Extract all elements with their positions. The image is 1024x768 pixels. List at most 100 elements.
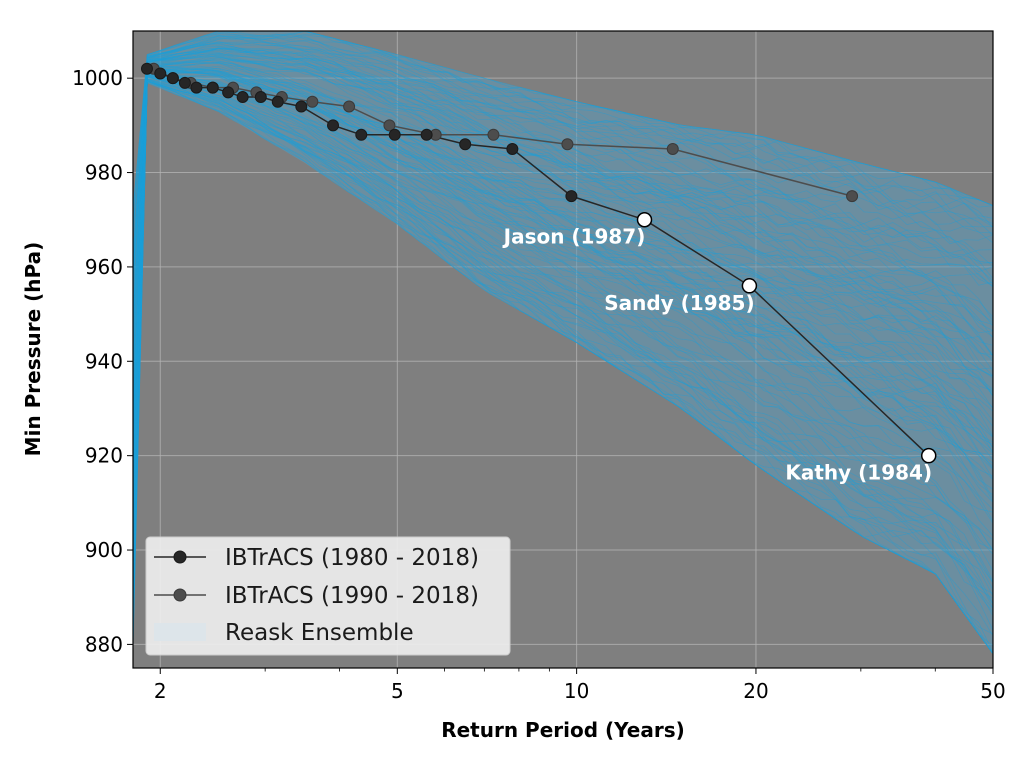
y-tick-label: 920 <box>85 444 123 468</box>
legend-label-1980: IBTrACS (1980 - 2018) <box>225 545 479 571</box>
ensemble-member-line <box>133 53 993 355</box>
series-1980-point <box>420 128 433 141</box>
ensemble-member-line <box>133 69 993 455</box>
ensemble-member-line <box>133 47 993 291</box>
series-1980-point <box>236 91 249 104</box>
ensemble-member-line <box>133 41 993 318</box>
highlighted-storm-point <box>636 211 653 228</box>
ensemble-band <box>146 31 993 654</box>
ensemble-member-line <box>133 77 993 572</box>
ensemble-member-line <box>133 76 993 605</box>
ensemble-member-line <box>133 62 993 410</box>
ensemble-member-line <box>133 68 993 449</box>
ensemble-member-line <box>133 45 993 268</box>
ensemble-member-line <box>133 74 993 531</box>
ensemble-member-line <box>133 81 993 634</box>
ensemble-member-line <box>133 44 993 285</box>
plot-frame <box>132 30 994 669</box>
series-1980-point <box>565 190 578 203</box>
ensemble-member-line <box>133 75 993 555</box>
series-1990-point <box>383 119 396 132</box>
y-tick-label: 940 <box>85 349 123 373</box>
legend-swatch-ensemble <box>154 623 206 641</box>
ensemble-member-line <box>133 75 993 597</box>
ensemble-member-line <box>133 69 993 450</box>
ensemble-member-line <box>133 31 993 211</box>
ensemble-member-line <box>133 59 993 388</box>
ensemble-member-line <box>133 71 993 482</box>
ensemble-member-line <box>133 76 993 559</box>
ensemble-member-line <box>133 35 993 282</box>
ensemble-member-line <box>133 79 993 631</box>
axis-ticks: 2 5 10 20 50 880 900 920 940 960 980 1000 <box>72 66 1006 703</box>
ensemble-member-line <box>133 68 993 467</box>
series-1980-point <box>206 81 219 94</box>
series-1980-point <box>271 95 284 108</box>
ensemble-member-line <box>133 74 993 543</box>
series-1980-point <box>222 86 235 99</box>
ensemble-member-line <box>133 56 993 353</box>
ensemble-member-line <box>133 60 993 391</box>
ensemble-member-line <box>133 67 993 461</box>
ensemble-member-line <box>133 61 993 347</box>
x-axis-title: Return Period (Years) <box>441 718 685 742</box>
ensemble-member-line <box>133 74 993 531</box>
ensemble-member-line <box>133 55 993 340</box>
legend-marker-1990 <box>173 588 187 602</box>
ensemble-member-line <box>133 55 993 357</box>
ensemble-member-line <box>133 62 993 366</box>
ensemble-member-line <box>133 80 993 635</box>
ensemble-envelope <box>146 31 993 654</box>
series-1980-point <box>295 100 308 113</box>
ensemble-member-line <box>133 47 993 356</box>
ensemble-member-line <box>133 72 993 537</box>
ensemble-member-line <box>133 41 993 281</box>
series-1990-point <box>561 138 574 151</box>
y-tick-label: 980 <box>85 161 123 185</box>
ensemble-member-line <box>133 54 993 366</box>
storm-annotation: Kathy (1984) <box>785 461 932 485</box>
ensemble-member-line <box>133 72 993 504</box>
ensemble-member-line <box>133 71 993 496</box>
series-1980-point <box>388 128 401 141</box>
series-1990-point <box>487 128 500 141</box>
ensemble-member-line <box>133 34 993 256</box>
series-1980-point <box>140 62 153 75</box>
ensemble-member-line <box>133 53 993 356</box>
ensemble-member-line <box>133 69 993 439</box>
ensemble-member-line <box>133 78 993 616</box>
ensemble-member-line <box>133 76 993 543</box>
ensemble-member-line <box>133 80 993 613</box>
ensemble-member-line <box>133 70 993 468</box>
x-tick-label: 50 <box>980 679 1005 703</box>
ensemble-member-line <box>133 34 993 225</box>
series-markers <box>140 62 937 464</box>
storm-annotation: Jason (1987) <box>502 225 646 249</box>
y-tick-label: 960 <box>85 255 123 279</box>
ensemble-member-line <box>133 79 993 605</box>
ensemble-member-line <box>133 80 993 610</box>
ensemble-member-line <box>133 66 993 454</box>
series-1990-point <box>306 95 319 108</box>
series-1980-point <box>459 138 472 151</box>
ensemble-member-line <box>133 72 993 541</box>
ensemble-member-line <box>133 33 993 264</box>
series-1980-point <box>178 76 191 89</box>
ensemble-member-line <box>133 68 993 438</box>
ensemble-member-line <box>133 48 993 363</box>
ensemble-member-line <box>133 75 993 552</box>
ensemble-member-line <box>133 57 993 376</box>
ensemble-member-line <box>133 68 993 432</box>
ensemble-member-line <box>133 41 993 254</box>
ensemble-member-line <box>133 67 993 417</box>
storm-annotation: Sandy (1985) <box>604 291 754 315</box>
ensemble-member-line <box>133 65 993 413</box>
ensemble-member-line <box>133 71 993 466</box>
ensemble-member-line <box>133 59 993 422</box>
ensemble-member-line <box>133 65 993 456</box>
ensemble-member-line <box>133 79 993 655</box>
ensemble-member-line <box>133 74 993 541</box>
ensemble-member-line <box>133 47 993 289</box>
legend-marker-1980 <box>173 550 187 564</box>
